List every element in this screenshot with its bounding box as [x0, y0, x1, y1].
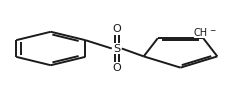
- Text: S: S: [113, 43, 120, 54]
- Text: −: −: [209, 26, 215, 35]
- Text: O: O: [112, 24, 121, 34]
- Text: O: O: [112, 63, 121, 73]
- Text: CH: CH: [194, 28, 208, 38]
